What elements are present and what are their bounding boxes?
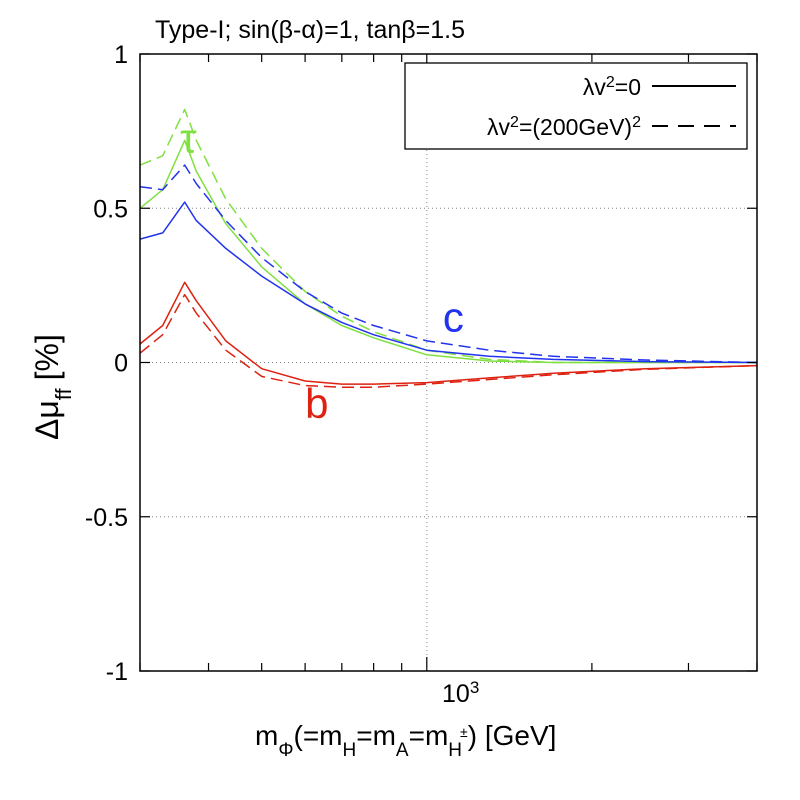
grid — [140, 54, 757, 671]
series-line-3 — [139, 164, 758, 364]
annotation-label-2: b — [305, 380, 328, 427]
legend-entry-0-label: λv2=0 — [583, 74, 641, 101]
y-tick-label: -0.5 — [85, 504, 128, 532]
series-line-2 — [139, 201, 758, 364]
series-line-1 — [139, 108, 757, 364]
annotation-layer: τ c b — [180, 115, 464, 427]
annotation-label-0: τ — [180, 115, 197, 162]
chart-title: Type-I; sin(β-α)=1, tanβ=1.5 — [155, 16, 465, 44]
legend-box — [404, 62, 748, 150]
y-tick-label: 1 — [114, 41, 128, 69]
tick-layer: -1 -0.5 0 0.5 1 — [85, 41, 758, 686]
series-line-4 — [139, 281, 758, 385]
y-tick-label: -1 — [106, 658, 128, 686]
y-axis-title: Δμff[%] — [29, 334, 76, 440]
y-tick-label: 0.5 — [93, 195, 128, 223]
y-tick-label: 0 — [114, 350, 128, 378]
series-layer — [139, 108, 758, 388]
legend: λv2=0 λv2=(200GeV)2 — [404, 62, 748, 150]
legend-entry-1-label: λv2=(200GeV)2 — [487, 114, 641, 141]
annotation-label-1: c — [443, 294, 464, 341]
x-tick-label-1000: 103 — [442, 678, 479, 709]
x-axis-title: mΦ(=mH=mA=mH±) [GeV] — [255, 720, 556, 761]
series-line-5 — [139, 293, 758, 388]
